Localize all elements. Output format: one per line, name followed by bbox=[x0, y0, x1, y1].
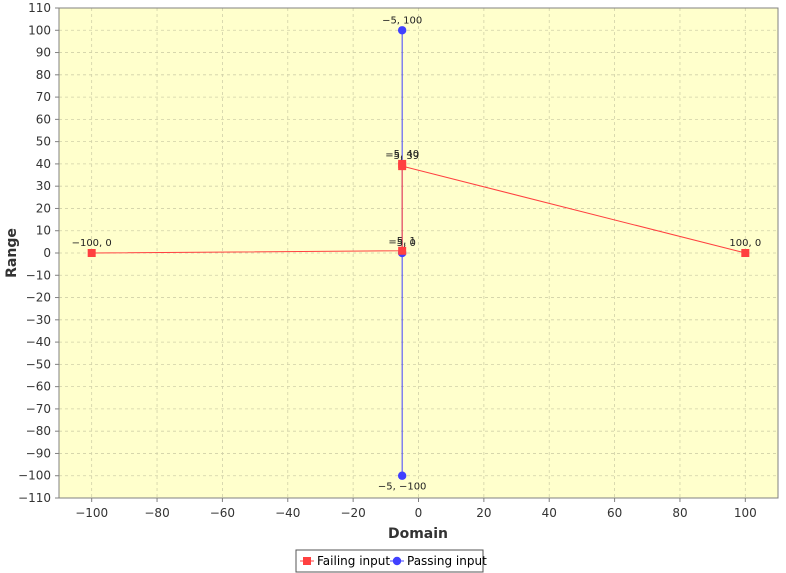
passing-point-marker bbox=[397, 26, 407, 35]
x-tick-label: 60 bbox=[607, 506, 622, 520]
x-tick-label: 40 bbox=[542, 506, 557, 520]
legend-label: Passing input bbox=[407, 554, 487, 568]
grid bbox=[59, 7, 778, 499]
y-tick-label: 60 bbox=[36, 112, 51, 126]
y-tick-label: 50 bbox=[36, 135, 51, 149]
legend-label: Failing input bbox=[317, 554, 390, 568]
x-tick-label: 0 bbox=[415, 506, 423, 520]
failing-point-marker bbox=[398, 162, 407, 171]
y-tick-label: 80 bbox=[36, 68, 51, 82]
x-tick-label: −100 bbox=[75, 506, 108, 520]
x-tick-label: −80 bbox=[144, 506, 169, 520]
y-tick-label: 100 bbox=[28, 23, 51, 37]
failing-point-marker bbox=[741, 249, 750, 257]
legend-items: Failing input Passing input bbox=[300, 554, 487, 568]
legend-swatch-circle bbox=[392, 556, 402, 566]
x-tick-label: 100 bbox=[734, 506, 757, 520]
y-tick-label: 40 bbox=[36, 157, 51, 171]
y-tick-label: −60 bbox=[26, 380, 51, 394]
legend-swatch-square bbox=[303, 557, 311, 565]
y-tick-label: 20 bbox=[36, 201, 51, 215]
point-label: −5, 39 bbox=[385, 151, 419, 162]
y-tick-label: −10 bbox=[26, 268, 51, 282]
y-tick-label: −70 bbox=[26, 402, 51, 416]
point-label: −5, 1 bbox=[388, 236, 415, 247]
y-tick-label: 110 bbox=[28, 1, 51, 15]
point-label: −5, 0 bbox=[388, 238, 415, 249]
y-tick-label: 70 bbox=[36, 90, 51, 104]
y-tick-label: 10 bbox=[36, 224, 51, 238]
point-label: −100, 0 bbox=[72, 238, 112, 249]
y-tick-label: 30 bbox=[36, 179, 51, 193]
series-layer bbox=[87, 26, 750, 480]
axes: −100 −80 −60 −40 −20 0 20 40 60 80 100110100908070… bbox=[18, 1, 757, 520]
point-label: −5, 100 bbox=[382, 15, 422, 26]
y-tick-label: 0 bbox=[43, 246, 51, 260]
point-label: 100, 0 bbox=[729, 238, 761, 249]
series-line bbox=[91, 163, 746, 254]
y-tick-label: 90 bbox=[36, 46, 51, 60]
y-tick-label: −30 bbox=[26, 313, 51, 327]
y-tick-label: −50 bbox=[26, 357, 51, 371]
point-labels: −5, 100 −5, 0 −5, −100 −100, 0 −5, 1 −5, 40−5… bbox=[72, 15, 762, 492]
point-label: −5, −100 bbox=[378, 482, 427, 493]
legend: Failing input Passing input bbox=[295, 549, 487, 573]
x-tick-label: 80 bbox=[672, 506, 687, 520]
legend-box bbox=[295, 549, 484, 573]
x-tick-label: −20 bbox=[340, 506, 365, 520]
y-tick-label: −80 bbox=[26, 424, 51, 438]
point-label: −5, 40 bbox=[385, 149, 419, 160]
y-tick-label: −40 bbox=[26, 335, 51, 349]
y-tick-label: −20 bbox=[26, 291, 51, 305]
y-tick-label: −90 bbox=[26, 446, 51, 460]
passing-point-marker bbox=[397, 471, 407, 480]
failing-point-marker bbox=[87, 249, 96, 257]
y-tick-label: −110 bbox=[18, 491, 51, 505]
x-tick-label: −60 bbox=[210, 506, 235, 520]
y-axis-title: Range bbox=[4, 228, 20, 278]
x-tick-label: 20 bbox=[476, 506, 491, 520]
failing-point-marker bbox=[398, 246, 407, 255]
y-tick-label: −100 bbox=[18, 469, 51, 483]
x-tick-label: −40 bbox=[275, 506, 300, 520]
x-axis-title: Domain bbox=[388, 526, 448, 542]
